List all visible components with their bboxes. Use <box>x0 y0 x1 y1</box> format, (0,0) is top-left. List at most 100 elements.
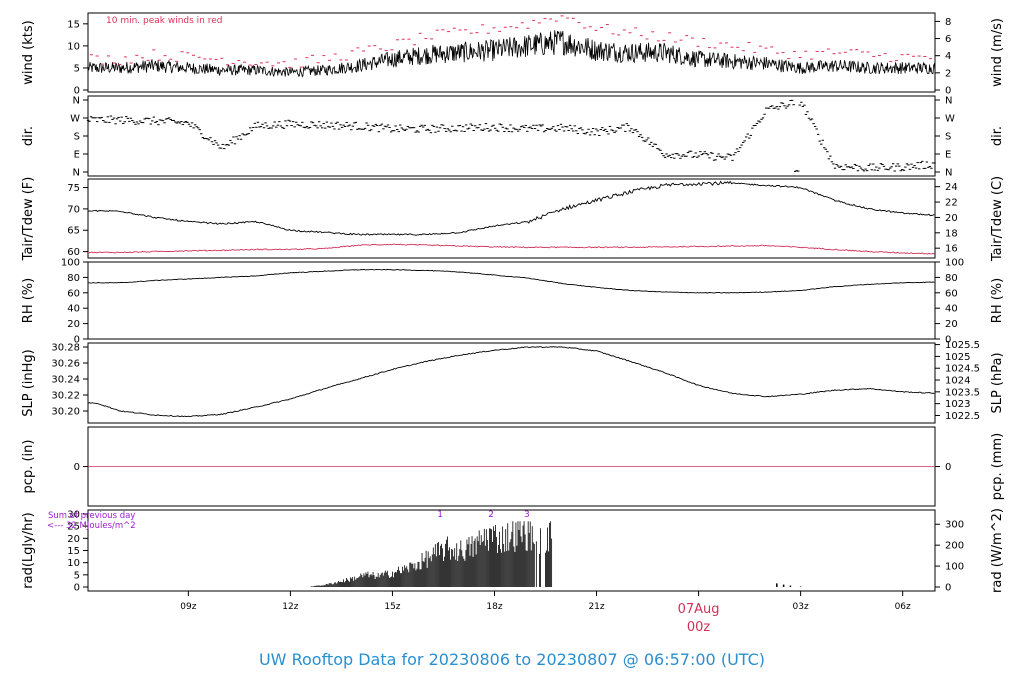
slp-ylabel-left: SLP (inHg) <box>21 349 36 417</box>
wind-tick-left: 5 <box>74 63 80 74</box>
rad-ylabel-right: rad (W/m^2) <box>990 508 1005 593</box>
temp-tick-left: 60 <box>67 247 80 258</box>
rad-tick-left: 5 <box>74 570 80 581</box>
rh-frame <box>87 261 936 340</box>
rh-tick-left: 20 <box>67 319 80 330</box>
dir-tick-left: N <box>73 96 80 107</box>
rad-tick-right: 300 <box>945 520 964 531</box>
rh-tick-left: 100 <box>61 258 80 269</box>
wind-annotation: 10 min. peak winds in red <box>106 16 223 26</box>
rad-tick-right: 100 <box>945 562 964 573</box>
rad-tick-left: 10 <box>67 558 80 569</box>
slp-tick-left: 30.20 <box>51 407 80 418</box>
slp-tick-left: 30.26 <box>51 359 80 370</box>
wind-tick-left: 0 <box>74 86 80 97</box>
dir-ylabel-right: dir. <box>990 126 1005 146</box>
wind-tick-left: 15 <box>67 19 80 30</box>
slp-tick-right: 1025 <box>945 352 970 363</box>
dir-frame <box>87 95 936 177</box>
slp-tick-left: 30.28 <box>51 343 80 354</box>
rh-tick-right: 20 <box>945 319 958 330</box>
wind-frame <box>87 12 936 93</box>
rad-tick-right: 200 <box>945 541 964 552</box>
pcp-ylabel-right: pcp. (mm) <box>990 433 1005 500</box>
rh-tick-right: 100 <box>945 258 964 269</box>
dir-marks <box>86 99 936 172</box>
dir-tick-right: E <box>945 150 951 161</box>
temp-tick-right: 16 <box>945 244 958 255</box>
temp-tick-right: 20 <box>945 213 958 224</box>
rh-ylabel-right: RH (%) <box>990 278 1005 323</box>
temp-tick-left: 70 <box>67 204 80 215</box>
wind-ylabel-left: wind (kts) <box>21 20 36 84</box>
slp-frame <box>87 342 936 424</box>
rad-note-line1: Sum of previous day <box>48 511 135 521</box>
rh-tick-left: 0 <box>74 335 80 346</box>
slp-ylabel-right: SLP (hPa) <box>990 352 1005 413</box>
temp-dew-line <box>87 243 935 255</box>
x-tick-label: 06z <box>895 602 911 612</box>
temp-tick-left: 75 <box>67 183 80 194</box>
x-tick-label: 09z <box>180 602 196 612</box>
rad-note-line2: <--- 32 MJoules/m^2 <box>47 521 136 531</box>
rad-marker-label: 3 <box>524 510 530 520</box>
rad-bars <box>310 521 802 587</box>
x-date-label: 07Aug <box>678 602 720 617</box>
wind-tick-right: 0 <box>945 86 951 97</box>
x-tick-label: 15z <box>384 602 400 612</box>
rh-line <box>88 268 935 294</box>
slp-tick-right: 1023 <box>945 399 970 410</box>
x-midnight-label: 00z <box>687 620 711 635</box>
x-tick-label: 12z <box>282 602 298 612</box>
temp-frame <box>87 178 936 259</box>
wind-tick-right: 4 <box>945 51 951 62</box>
rad-tick-right: 0 <box>945 583 951 594</box>
rh-tick-left: 80 <box>67 273 80 284</box>
rad-tick-left: 25 <box>67 522 80 533</box>
rad-marker-label: 1 <box>437 510 443 520</box>
x-tick-label: 18z <box>486 602 502 612</box>
x-tick-label: 03z <box>793 602 809 612</box>
slp-tick-right: 1022.5 <box>945 411 980 422</box>
slp-tick-right: 1024.5 <box>945 364 980 375</box>
temp-air-line <box>87 180 935 236</box>
temp-ylabel-left: Tair/Tdew (F) <box>21 177 36 262</box>
slp-tick-right: 1023.5 <box>945 387 980 398</box>
wind-tick-left: 10 <box>67 41 80 52</box>
rad-marker-label: 2 <box>488 510 494 520</box>
rad-tick-left: 15 <box>67 546 80 557</box>
temp-tick-left: 65 <box>67 226 80 237</box>
rh-tick-right: 40 <box>945 304 958 315</box>
dir-tick-left: N <box>73 168 80 179</box>
dir-tick-right: W <box>945 114 955 125</box>
wind-ylabel-right: wind (m/s) <box>990 18 1005 87</box>
rad-tick-left: 20 <box>67 534 80 545</box>
wind-tick-right: 6 <box>945 34 951 45</box>
rh-tick-right: 80 <box>945 273 958 284</box>
wind-peak-marks <box>89 15 932 68</box>
temp-ylabel-right: Tair/Tdew (C) <box>990 176 1005 262</box>
slp-tick-left: 30.22 <box>51 391 80 402</box>
rh-tick-right: 60 <box>945 288 958 299</box>
temp-tick-right: 24 <box>945 182 958 193</box>
rad-ylabel-left: rad(Lgly/hr) <box>21 512 36 588</box>
pcp-ylabel-left: pcp. (in) <box>21 440 36 494</box>
pcp-tick-right: 0 <box>945 462 951 473</box>
dir-tick-left: W <box>70 114 80 125</box>
temp-tick-right: 22 <box>945 198 958 209</box>
wind-tick-right: 8 <box>945 17 951 28</box>
wind-tick-right: 2 <box>945 68 951 79</box>
pcp-tick-left: 0 <box>74 462 80 473</box>
dir-tick-left: E <box>74 150 80 161</box>
x-tick-label: 21z <box>588 602 604 612</box>
rad-tick-left: 30 <box>67 510 80 521</box>
slp-tick-right: 1025.5 <box>945 340 980 351</box>
rh-tick-left: 40 <box>67 304 80 315</box>
rad-tick-left: 0 <box>74 583 80 594</box>
dir-ylabel-left: dir. <box>21 126 36 146</box>
rh-tick-left: 60 <box>67 288 80 299</box>
dir-tick-left: S <box>74 132 80 143</box>
wind-speed-line <box>87 30 936 78</box>
